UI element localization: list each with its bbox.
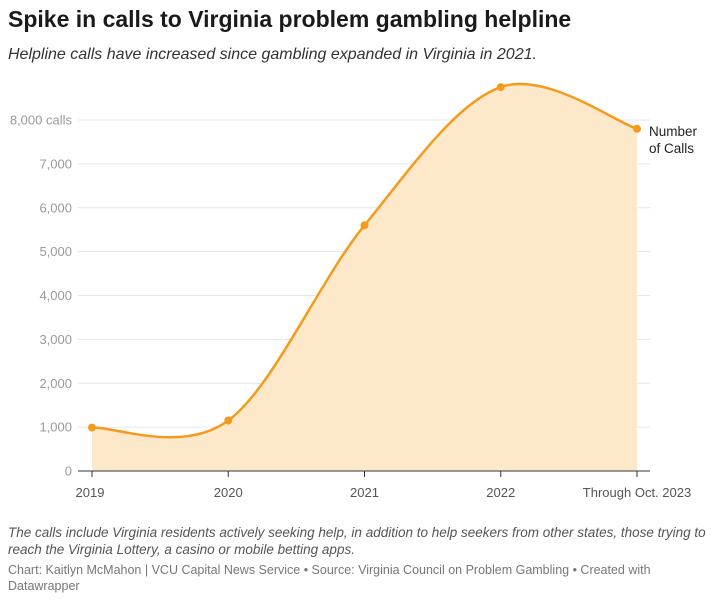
- y-tick-label: 5,000: [39, 244, 72, 259]
- data-point: [496, 83, 505, 92]
- chart-title: Spike in calls to Virginia problem gambl…: [8, 6, 572, 32]
- data-point: [224, 416, 233, 425]
- area-chart: 0 1,000 2,000 3,000 4,000 5,000 6,000 7,000 8,00…: [10, 82, 698, 500]
- data-points: [88, 83, 641, 432]
- series-label: Number of Calls: [649, 124, 698, 156]
- y-tick-label: 3,000: [39, 332, 72, 347]
- series-label-group: Number of Calls: [649, 124, 698, 156]
- y-tick-label: 0: [65, 464, 72, 479]
- area-fill-group: [92, 83, 637, 471]
- y-tick-label: 1,000: [39, 420, 72, 435]
- chart-subtitle: Helpline calls have increased since gamb…: [8, 46, 537, 63]
- y-tick-label: 6,000: [39, 200, 72, 215]
- x-axis: 2019 2020 2021 2022 Through Oct. 2023: [76, 470, 691, 500]
- chart-credit: Chart: Kaitlyn McMahon | VCU Capital New…: [8, 563, 651, 593]
- y-tick-label: 4,000: [39, 288, 72, 303]
- x-tick-label: 2021: [350, 485, 379, 500]
- y-tick-label: 2,000: [39, 376, 72, 391]
- y-tick-label: 8,000 calls: [10, 113, 73, 128]
- y-axis-ticks: 0 1,000 2,000 3,000 4,000 5,000 6,000 7,000 8,00…: [10, 113, 73, 479]
- x-tick-label: 2019: [76, 485, 105, 500]
- y-tick-label: 7,000: [39, 156, 72, 171]
- data-point: [360, 221, 369, 230]
- x-tick-label: 2022: [486, 485, 515, 500]
- data-point: [633, 124, 641, 133]
- chart-notes: The calls include Virginia residents act…: [8, 525, 706, 557]
- x-tick-label: Through Oct. 2023: [583, 485, 691, 500]
- x-tick-label: 2020: [214, 485, 243, 500]
- data-point: [88, 423, 96, 432]
- area-fill: [92, 83, 637, 471]
